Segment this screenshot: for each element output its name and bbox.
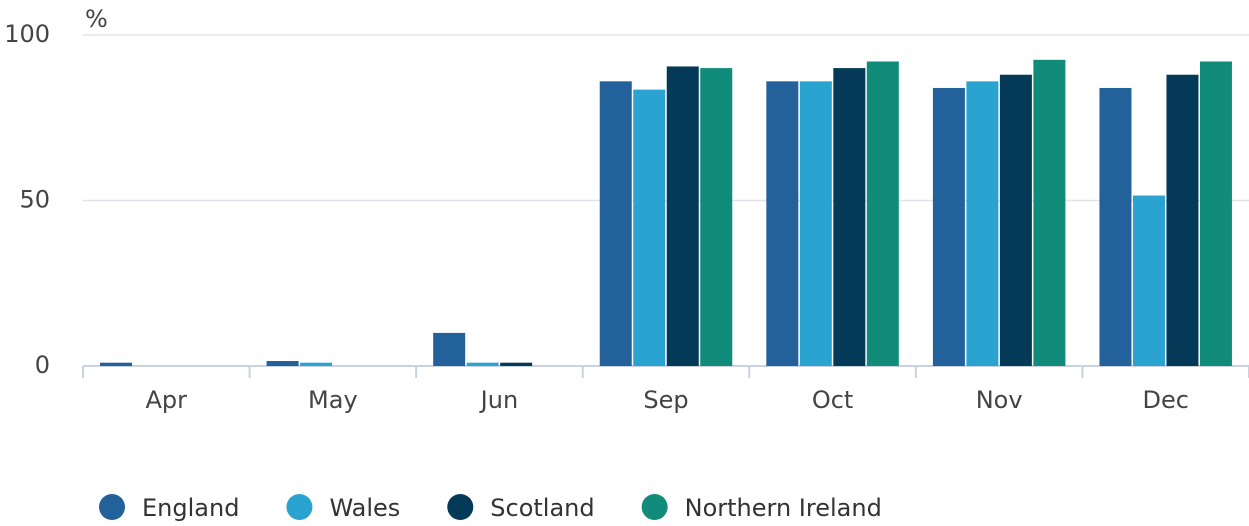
bar [433, 332, 466, 366]
legend-label: England [142, 494, 239, 522]
bar [1033, 59, 1066, 366]
x-tick-label: Nov [976, 386, 1023, 414]
legend-label: Northern Ireland [685, 494, 882, 522]
legend-label: Scotland [490, 494, 594, 522]
y-tick-label: 0 [35, 351, 50, 379]
bar [999, 74, 1032, 366]
bar [500, 362, 533, 366]
bar [466, 362, 499, 366]
legend-marker [99, 494, 125, 520]
bar [966, 81, 999, 366]
bar [932, 87, 965, 367]
x-tick-label: Apr [146, 386, 188, 414]
bar [100, 362, 133, 366]
bar [633, 89, 666, 367]
bar [300, 362, 333, 366]
bar [1099, 87, 1132, 367]
x-tick-label: Jun [479, 386, 519, 414]
bar [799, 81, 832, 366]
bar [1132, 195, 1165, 366]
bar [666, 66, 699, 366]
y-unit: % [85, 5, 108, 33]
bar [599, 81, 632, 366]
legend-marker [641, 494, 668, 520]
bar [1166, 74, 1199, 366]
bar [1199, 61, 1232, 366]
x-tick-label: Sep [643, 386, 688, 414]
legend-marker [286, 494, 313, 520]
bar [766, 81, 799, 366]
x-tick-label: May [308, 386, 358, 414]
bar [866, 61, 899, 366]
bar [266, 361, 299, 366]
y-tick-label: 100 [4, 20, 50, 48]
bar [833, 68, 866, 366]
x-tick-label: Dec [1142, 386, 1188, 414]
x-tick-label: Oct [812, 386, 854, 414]
bar [700, 68, 733, 366]
legend-marker [447, 494, 474, 520]
legend-label: Wales [329, 494, 400, 522]
y-tick-label: 50 [19, 186, 50, 214]
